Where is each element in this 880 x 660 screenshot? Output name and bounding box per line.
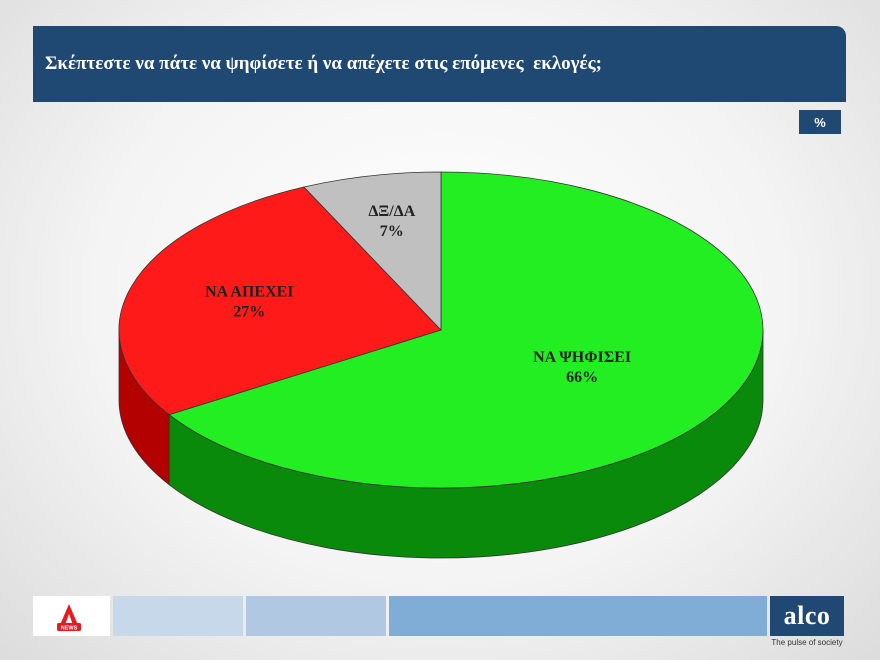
alco-logo: alco (770, 596, 844, 636)
slice-value-1: 27% (233, 304, 265, 321)
pie-slices (118, 171, 764, 489)
slice-label-2: ΔΞ/ΔΑ (368, 203, 415, 220)
page-title: Σκέπτεστε να πάτε να ψηφίσετε ή να απέχε… (45, 53, 603, 74)
slice-value-0: 66% (566, 369, 598, 386)
pie-labels: ΝΑ ΨΗΦΙΣΕΙ 66% ΝΑ ΑΠΕΧΕΙ 27% ΔΞ/ΔΑ 7% (205, 203, 631, 386)
title-bar: Σκέπτεστε να πάτε να ψηφίσετε ή να απέχε… (33, 26, 846, 102)
slice-label-1: ΝΑ ΑΠΕΧΕΙ (205, 284, 293, 301)
footer-strip (389, 596, 767, 636)
pie-slice-2 (303, 171, 442, 331)
news-logo-text: NEWS (61, 626, 78, 632)
slice-value-2: 7% (380, 223, 404, 240)
unit-badge: % (799, 110, 841, 134)
pie-chart: ΝΑ ΨΗΦΙΣΕΙ 66% ΝΑ ΑΠΕΧΕΙ 27% ΔΞ/ΔΑ 7% (118, 171, 764, 559)
alpha-news-logo: NEWS (57, 604, 81, 632)
pie-slice-1 (118, 186, 442, 416)
slice-label-0: ΝΑ ΨΗΦΙΣΕΙ (533, 349, 631, 366)
footer-strip (113, 596, 243, 636)
alco-tagline: The pulse of society (771, 638, 843, 647)
footer-strip (246, 596, 386, 636)
pie-slice-0 (168, 171, 764, 489)
